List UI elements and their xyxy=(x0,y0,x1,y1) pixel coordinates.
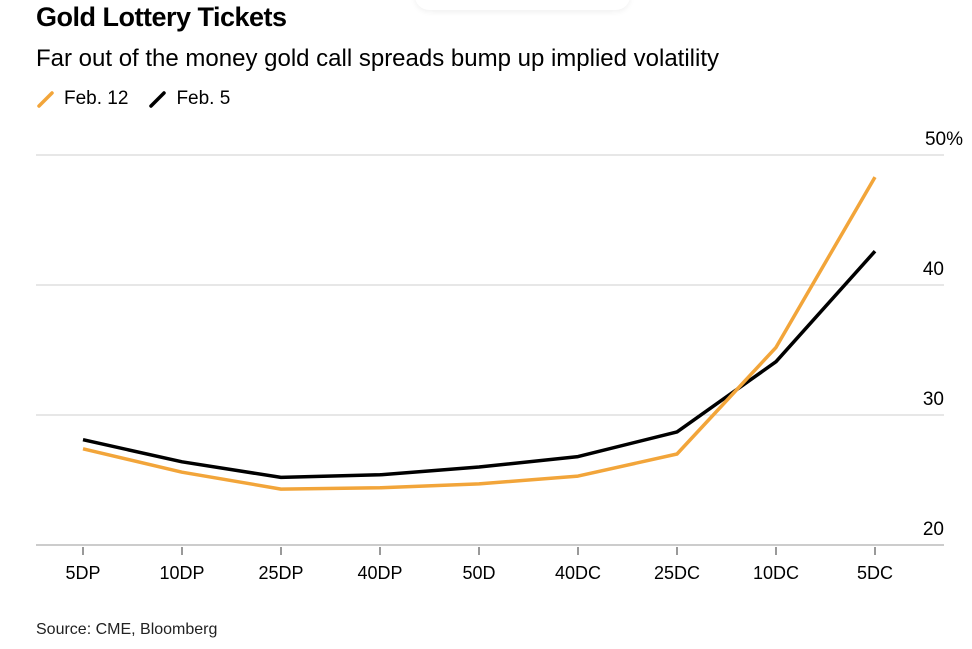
x-axis: 5DP 10DP 25DP 40DP 50D 40DC 25DC 10DC 5DC xyxy=(65,547,893,583)
x-tick-label-5dc: 5DC xyxy=(857,563,893,583)
legend-swatch-feb12-icon xyxy=(37,91,54,108)
x-tick-label-10dp: 10DP xyxy=(159,563,204,583)
legend-label-feb12: Feb. 12 xyxy=(64,88,129,109)
x-tick-label-40dc: 40DC xyxy=(555,563,601,583)
legend-label-feb5: Feb. 5 xyxy=(176,88,231,109)
top-overlay-card xyxy=(415,0,630,10)
x-tick-label-50d: 50D xyxy=(462,563,495,583)
series-line-feb-12 xyxy=(82,176,877,491)
y-axis-ticks: 20 30 40 50% xyxy=(923,129,963,540)
y-tick-label-30: 30 xyxy=(923,389,944,410)
source-note: Source: CME, Bloomberg xyxy=(36,621,218,638)
x-tick-label-5dp: 5DP xyxy=(65,563,100,583)
y-tick-label-40: 40 xyxy=(923,259,944,280)
gridlines xyxy=(36,154,944,546)
x-tick-label-40dp: 40DP xyxy=(357,563,402,583)
chart-subtitle: Far out of the money gold call spreads b… xyxy=(36,45,720,72)
x-tick-label-25dp: 25DP xyxy=(258,563,303,583)
y-tick-label-20: 20 xyxy=(923,519,944,540)
legend: Feb. 12 Feb. 5 xyxy=(36,88,250,110)
chart-title: Gold Lottery Tickets xyxy=(36,2,287,32)
legend-item-feb12: Feb. 12 xyxy=(36,88,128,110)
x-tick-label-25dc: 25DC xyxy=(654,563,700,583)
legend-swatch-feb5-icon xyxy=(149,91,167,108)
series-lines xyxy=(82,176,877,491)
x-tick-label-10dc: 10DC xyxy=(753,563,799,583)
legend-item-feb5: Feb. 5 xyxy=(148,88,230,110)
y-tick-label-50: 50% xyxy=(925,129,963,150)
